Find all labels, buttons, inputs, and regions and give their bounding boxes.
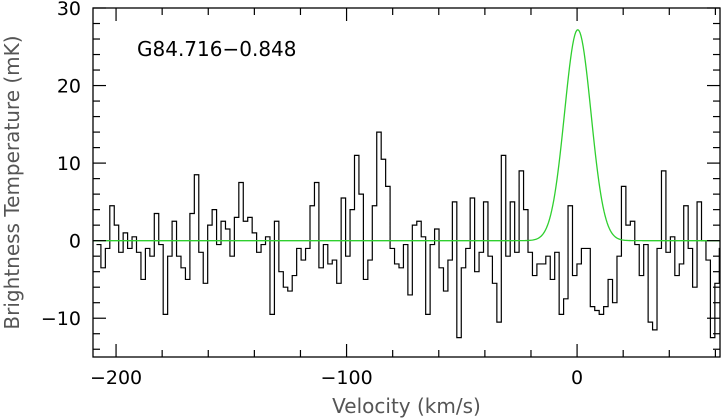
plot-frame — [92, 7, 721, 358]
x-tick-label: 0 — [571, 367, 583, 389]
x-tick-label: −200 — [90, 367, 142, 389]
plot-marks — [93, 28, 720, 339]
gaussian-fit-line — [93, 28, 720, 242]
y-axis-label: Brightness Temperature (mK) — [0, 35, 24, 329]
y-tick-label: 20 — [57, 76, 81, 98]
x-axis-label: Velocity (km/s) — [332, 394, 481, 418]
x-tick-label: −100 — [320, 367, 372, 389]
y-tick-label: 30 — [57, 0, 81, 20]
y-tick-label: −10 — [41, 308, 81, 330]
y-tick-label: 0 — [69, 231, 81, 253]
source-name-annotation: G84.716−0.848 — [137, 37, 297, 61]
spectrum-line — [96, 131, 720, 339]
y-tick-label: 10 — [57, 153, 81, 175]
